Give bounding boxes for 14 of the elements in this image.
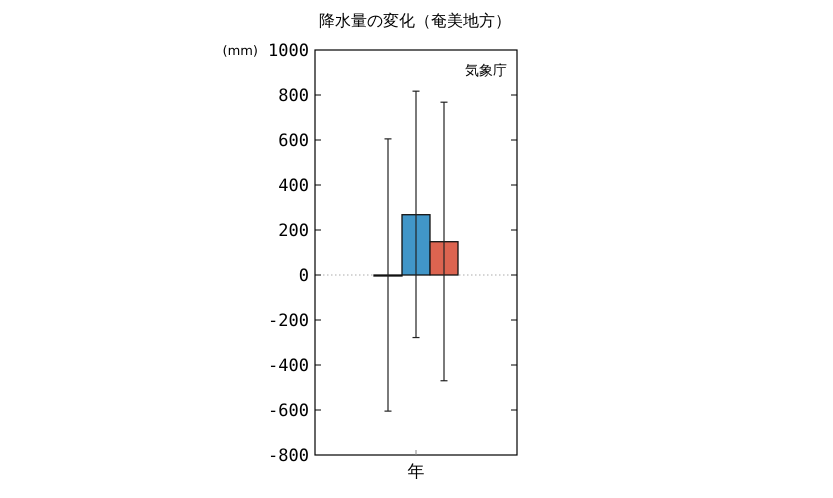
y-tick-label: 600 (278, 131, 309, 151)
chart-title: 降水量の変化（奄美地方） (319, 11, 511, 30)
y-tick-label: 1000 (268, 41, 309, 61)
annotation: 気象庁 (465, 63, 507, 79)
y-axis-title: (mm) (222, 44, 258, 59)
y-tick-label: -400 (268, 356, 309, 376)
y-tick-label: 400 (278, 176, 309, 196)
y-tick-label: 0 (298, 266, 309, 286)
y-tick-label: -200 (268, 311, 309, 331)
y-tick-label: 800 (278, 86, 309, 106)
y-tick-label: -800 (268, 446, 309, 466)
y-tick-label: 200 (278, 221, 309, 241)
y-tick-label: -600 (268, 401, 309, 421)
x-tick-label: 年 (408, 462, 424, 482)
